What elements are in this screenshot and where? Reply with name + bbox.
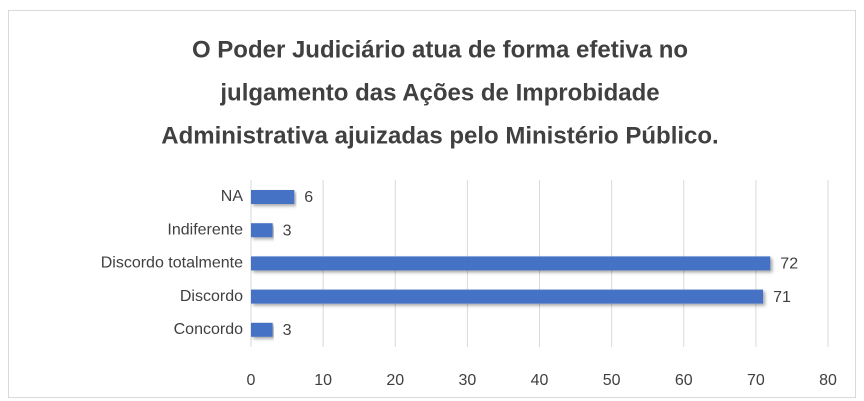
data-label: 72: [780, 256, 798, 273]
x-tick-label: 70: [747, 372, 765, 389]
x-tick-label: 80: [819, 372, 837, 389]
bar: [251, 223, 273, 238]
data-label: 3: [283, 322, 292, 339]
data-label: 3: [283, 222, 292, 239]
x-tick-label: 60: [675, 372, 693, 389]
x-tick-label: 40: [531, 372, 549, 389]
x-tick-label: 50: [603, 372, 621, 389]
chart-title: O Poder Judiciário atua de forma efetiva…: [192, 36, 688, 63]
bar: [251, 190, 295, 204]
chart-title: julgamento das Ações de Improbidade: [219, 79, 659, 106]
bar: [251, 256, 771, 271]
y-tick-label: Discordo: [180, 288, 243, 305]
chart-title: Administrativa ajuizadas pelo Ministério…: [161, 122, 718, 149]
x-tick-label: 20: [386, 372, 404, 389]
chart-border: [8, 10, 856, 398]
y-tick-label: Concordo: [174, 321, 243, 338]
data-label: 71: [773, 289, 791, 306]
y-tick-label: Indiferente: [167, 221, 243, 238]
y-tick-label: NA: [221, 188, 244, 205]
y-tick-label: Discordo totalmente: [101, 255, 243, 272]
x-tick-label: 0: [247, 372, 256, 389]
x-tick-label: 30: [458, 372, 476, 389]
data-label: 6: [304, 189, 313, 206]
bar: [251, 289, 764, 304]
x-tick-label: 10: [314, 372, 332, 389]
bar: [251, 322, 273, 337]
